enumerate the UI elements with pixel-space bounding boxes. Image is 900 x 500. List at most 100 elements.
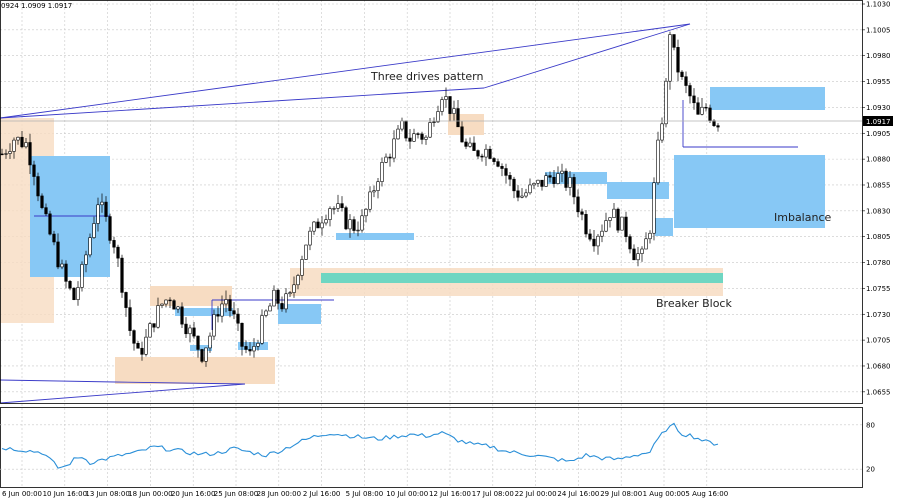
candle [192, 321, 196, 339]
candle [300, 255, 304, 281]
candle [480, 153, 484, 162]
candle [592, 230, 596, 252]
candle [236, 308, 240, 331]
candle [240, 322, 244, 356]
candle-body [504, 168, 508, 176]
candle-body [156, 305, 160, 328]
imbalance-zone-5 [278, 304, 321, 324]
candle [248, 342, 252, 356]
candle [540, 179, 544, 191]
time-tick-5: 25 Jun 08:00 [214, 490, 258, 498]
candle-body [364, 208, 368, 217]
imbalance-zone-10 [710, 87, 825, 110]
candle-body [172, 300, 176, 310]
price-tick-8: 1.0830 [866, 207, 891, 215]
price-tick-12: 1.0730 [866, 311, 891, 319]
time-tick-16: 5 Aug 16:00 [685, 490, 728, 498]
candle-body [476, 150, 480, 157]
candle [416, 132, 420, 139]
candle-body [672, 34, 676, 48]
candle-body [488, 148, 492, 159]
candle [72, 287, 76, 301]
drive-line-5 [114, 381, 246, 385]
candle-body [144, 336, 148, 355]
candle [492, 157, 496, 165]
candle [432, 117, 436, 127]
three-drives-label: Three drives pattern [370, 70, 484, 83]
price-tick-15: 1.0655 [866, 388, 891, 396]
candle [292, 276, 296, 298]
candle [488, 145, 492, 160]
imbalance-zone-11 [674, 155, 825, 228]
candle [504, 163, 508, 184]
drive-line-3 [0, 23, 691, 119]
imbalance-zone-6 [336, 233, 414, 240]
candle [152, 323, 156, 333]
candle [548, 171, 552, 183]
candle-body [608, 217, 612, 221]
time-tick-15: 1 Aug 00:00 [643, 490, 686, 498]
candle-body [468, 142, 472, 147]
candle-body [516, 190, 520, 198]
candle [604, 212, 608, 233]
candle [372, 185, 376, 198]
candle [56, 233, 60, 270]
candle [328, 206, 332, 227]
candle [556, 166, 560, 185]
candle [160, 303, 164, 309]
candle-body [148, 323, 152, 338]
candle-body [220, 303, 224, 317]
candle [344, 205, 348, 231]
candle [596, 233, 600, 255]
candle-body [136, 342, 140, 349]
time-tick-8: 5 Jul 08:00 [346, 490, 384, 498]
time-tick-14: 29 Jul 08:00 [600, 490, 642, 498]
candle-body [652, 182, 656, 234]
candle [64, 260, 68, 289]
candle-body [68, 281, 72, 289]
candle [452, 100, 456, 121]
candle [612, 203, 616, 218]
candle-body [336, 203, 340, 209]
time-tick-12: 22 Jul 00:00 [515, 490, 557, 498]
candle [436, 105, 440, 123]
candle-body [392, 138, 396, 159]
candle-body [440, 99, 444, 112]
price-tick-1: 1.1005 [866, 26, 891, 34]
candle [476, 149, 480, 160]
candle-body [624, 216, 628, 237]
candle [580, 208, 584, 221]
candle-body [72, 287, 76, 300]
candle [204, 347, 208, 367]
candle [420, 131, 424, 145]
candle-body [568, 177, 572, 188]
candle [32, 160, 36, 186]
candle-body [480, 155, 484, 158]
candle-body [520, 195, 524, 198]
candle-body [484, 148, 488, 158]
candle-body [684, 76, 688, 86]
candle-body [536, 179, 540, 184]
candle-body [200, 349, 204, 362]
order-block-zone-5 [448, 114, 484, 135]
candle-body [108, 216, 112, 241]
candle [136, 340, 140, 349]
candle-body [260, 315, 264, 344]
candle-body [472, 142, 476, 151]
candle-body [648, 232, 652, 240]
candle-body [640, 248, 644, 254]
imbalance-zone-4 [238, 342, 268, 350]
candle [228, 294, 232, 318]
candle-body [712, 120, 716, 126]
candle-body [8, 151, 12, 154]
candle-body [272, 289, 276, 307]
candle-body [496, 161, 500, 167]
candle-body [700, 106, 704, 115]
breaker-block-zone [321, 273, 723, 283]
candle [224, 290, 228, 313]
candle-body [80, 264, 84, 288]
imbalance-zone-8 [607, 182, 669, 199]
candle [676, 39, 680, 82]
candle [76, 281, 80, 306]
candle [120, 254, 124, 298]
